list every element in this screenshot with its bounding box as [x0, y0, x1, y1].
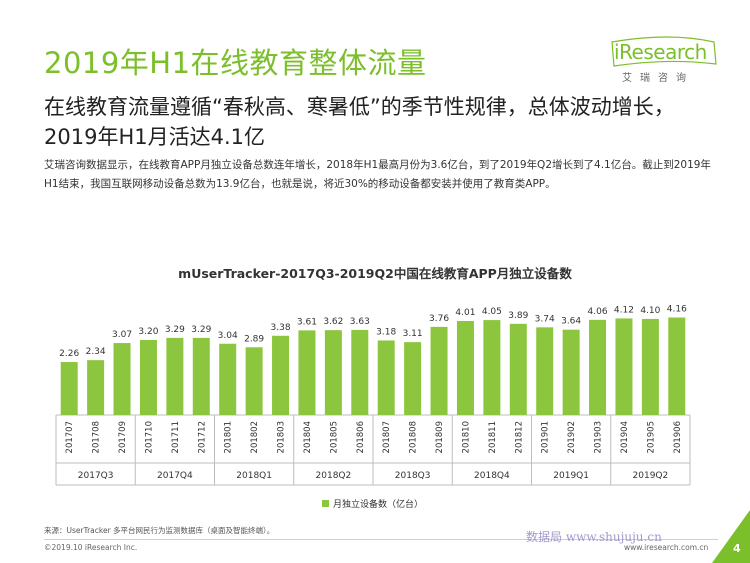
bar	[456, 321, 474, 415]
x-tick-label: 201802	[250, 421, 260, 453]
data-label: 2.34	[86, 347, 106, 357]
bar	[562, 329, 580, 415]
bar	[245, 347, 263, 415]
iresearch-logo: iResearch 艾瑞咨询	[610, 36, 720, 88]
bar	[113, 343, 131, 415]
data-label: 3.63	[350, 317, 370, 327]
data-label: 4.06	[588, 307, 608, 317]
data-label: 4.16	[667, 305, 687, 315]
quarter-label: 2018Q1	[236, 471, 272, 481]
quarter-label: 2018Q2	[316, 471, 352, 481]
data-label: 3.38	[271, 323, 291, 333]
x-tick-label: 201812	[514, 421, 524, 453]
page-subtitle: 在线教育流量遵循“春秋高、寒暑低”的季节性规律，总体波动增长，2019年H1月活…	[44, 95, 675, 149]
legend-label: 月独立设备数（亿台）	[333, 498, 423, 510]
x-tick-label: 201711	[171, 421, 181, 453]
data-label: 2.89	[244, 334, 264, 344]
quarter-label: 2019Q2	[633, 471, 669, 481]
bar	[589, 319, 607, 415]
data-label: 4.12	[614, 305, 634, 315]
x-tick-label: 201801	[224, 421, 234, 453]
quarter-label: 2019Q1	[553, 471, 589, 481]
x-tick-label: 201903	[594, 421, 604, 453]
data-label: 3.29	[165, 325, 185, 335]
website-link[interactable]: www.iresearch.com.cn	[624, 543, 709, 552]
x-tick-label: 201906	[673, 421, 683, 453]
x-tick-label: 201902	[567, 421, 577, 453]
footer-divider	[44, 539, 718, 540]
data-label: 3.07	[112, 330, 132, 340]
data-label: 3.20	[138, 327, 158, 337]
x-tick-label: 201806	[356, 421, 366, 453]
bar	[272, 335, 290, 415]
legend-swatch	[322, 500, 329, 507]
watermark: 数据局 www.shujuju.cn	[526, 530, 662, 544]
quarter-label: 2018Q4	[474, 471, 510, 481]
x-tick-label: 201904	[620, 421, 630, 453]
x-tick-label: 201808	[409, 421, 419, 453]
data-label: 3.76	[429, 314, 449, 324]
page-description: 艾瑞咨询数据显示，在线教育APP月独立设备总数连年增长，2018年H1最高月份为…	[44, 159, 711, 190]
data-label: 3.04	[218, 331, 238, 341]
data-label: 3.64	[561, 317, 581, 327]
x-tick-label: 201809	[435, 421, 445, 453]
data-label: 2.26	[59, 349, 79, 359]
bar	[219, 343, 237, 415]
bar	[641, 318, 659, 415]
x-tick-label: 201810	[461, 421, 471, 453]
data-label: 3.62	[323, 317, 343, 327]
bar	[668, 317, 686, 415]
page-title: 2019年H1在线教育整体流量	[44, 46, 427, 80]
page-number: 4	[733, 542, 741, 555]
x-tick-label: 201708	[92, 421, 102, 453]
data-label: 3.89	[508, 311, 528, 321]
bar	[509, 323, 527, 415]
data-label: 3.29	[191, 325, 211, 335]
bar	[377, 340, 395, 415]
bar	[87, 360, 105, 415]
data-label: 3.18	[376, 327, 396, 337]
data-label: 3.61	[297, 317, 317, 327]
bar	[351, 329, 369, 415]
data-label: 3.11	[403, 329, 423, 339]
corner-decoration	[712, 510, 750, 563]
x-tick-label: 201811	[488, 421, 498, 453]
quarter-label: 2018Q3	[395, 471, 431, 481]
quarter-label: 2017Q4	[157, 471, 193, 481]
logo-subtitle: 艾瑞咨询	[622, 73, 694, 84]
data-label: 3.74	[535, 314, 555, 324]
x-tick-label: 201804	[303, 421, 313, 453]
logo-wordmark: iResearch	[614, 40, 707, 64]
x-tick-label: 201803	[277, 421, 287, 453]
x-tick-label: 201807	[382, 421, 392, 453]
x-tick-label: 201805	[329, 421, 339, 453]
x-tick-label: 201710	[144, 421, 154, 453]
logo-swoosh-icon	[611, 36, 717, 67]
bar	[166, 337, 184, 415]
data-label: 4.05	[482, 307, 502, 317]
bar	[404, 342, 422, 415]
x-tick-label: 201709	[118, 421, 128, 453]
x-tick-label: 201712	[197, 421, 207, 453]
data-label: 4.10	[640, 306, 660, 316]
bar	[483, 320, 501, 415]
bar	[139, 340, 157, 415]
chart-title: mUserTracker-2017Q3-2019Q2中国在线教育APP月独立设备…	[178, 266, 572, 281]
bar	[324, 330, 342, 415]
x-tick-label: 201707	[65, 421, 75, 453]
bar	[615, 318, 633, 415]
bar	[192, 337, 210, 415]
bar	[298, 330, 316, 415]
x-tick-label: 201901	[541, 421, 551, 453]
source-note: 来源：UserTracker 多平台网民行为监测数据库（桌面及智能终端）。	[44, 526, 275, 535]
data-label: 4.01	[455, 308, 475, 318]
x-tick-label: 201905	[646, 421, 656, 453]
bar	[430, 326, 448, 415]
copyright: ©2019.10 iResearch Inc.	[44, 543, 138, 552]
bar	[60, 362, 78, 415]
quarter-label: 2017Q3	[78, 471, 114, 481]
bar	[536, 327, 554, 415]
